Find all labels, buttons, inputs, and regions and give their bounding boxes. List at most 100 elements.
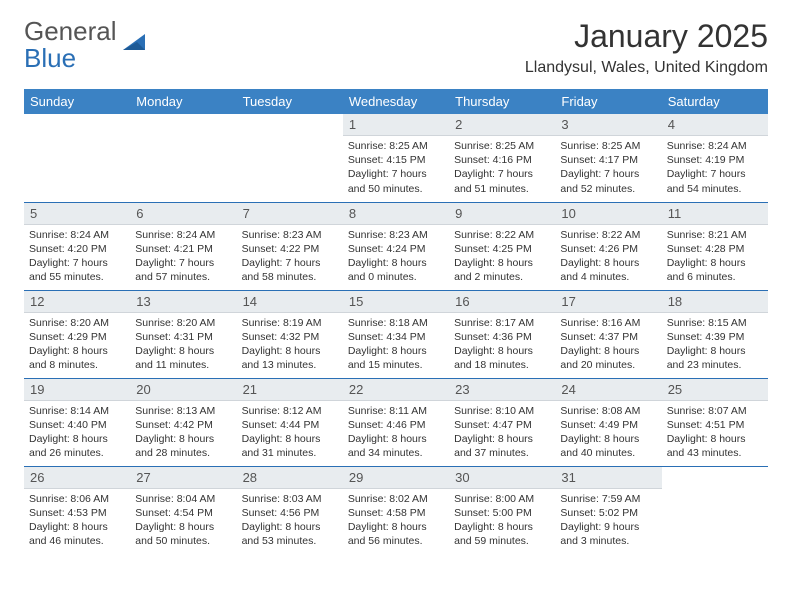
weekday-header: Sunday <box>24 89 130 114</box>
month-title: January 2025 <box>525 18 768 55</box>
weekday-header: Monday <box>130 89 236 114</box>
day-daylight2: and 26 minutes. <box>29 446 125 460</box>
day-sunset: Sunset: 4:29 PM <box>29 330 125 344</box>
calendar-day-cell: 17Sunrise: 8:16 AMSunset: 4:37 PMDayligh… <box>555 290 661 378</box>
day-daylight2: and 31 minutes. <box>242 446 338 460</box>
calendar-day-cell: 28Sunrise: 8:03 AMSunset: 4:56 PMDayligh… <box>237 466 343 554</box>
day-sunset: Sunset: 4:28 PM <box>667 242 763 256</box>
day-details: Sunrise: 8:11 AMSunset: 4:46 PMDaylight:… <box>343 401 449 464</box>
day-number: 24 <box>555 379 661 401</box>
day-sunrise: Sunrise: 8:00 AM <box>454 492 550 506</box>
day-sunrise: Sunrise: 8:24 AM <box>29 228 125 242</box>
day-sunrise: Sunrise: 8:18 AM <box>348 316 444 330</box>
day-number: 7 <box>237 203 343 225</box>
day-details: Sunrise: 8:16 AMSunset: 4:37 PMDaylight:… <box>555 313 661 376</box>
day-number: 6 <box>130 203 236 225</box>
day-sunrise: Sunrise: 8:08 AM <box>560 404 656 418</box>
calendar-day-cell: 20Sunrise: 8:13 AMSunset: 4:42 PMDayligh… <box>130 378 236 466</box>
day-daylight1: Daylight: 9 hours <box>560 520 656 534</box>
location-text: Llandysul, Wales, United Kingdom <box>525 59 768 77</box>
day-sunset: Sunset: 4:51 PM <box>667 418 763 432</box>
day-daylight1: Daylight: 8 hours <box>348 344 444 358</box>
day-sunset: Sunset: 4:34 PM <box>348 330 444 344</box>
day-details: Sunrise: 8:10 AMSunset: 4:47 PMDaylight:… <box>449 401 555 464</box>
day-daylight1: Daylight: 8 hours <box>348 432 444 446</box>
logo-text-blue: Blue <box>24 43 76 73</box>
day-details: Sunrise: 8:18 AMSunset: 4:34 PMDaylight:… <box>343 313 449 376</box>
calendar-day-cell: 29Sunrise: 8:02 AMSunset: 4:58 PMDayligh… <box>343 466 449 554</box>
day-daylight2: and 0 minutes. <box>348 270 444 284</box>
calendar-day-cell: 1Sunrise: 8:25 AMSunset: 4:15 PMDaylight… <box>343 114 449 202</box>
day-sunrise: Sunrise: 8:11 AM <box>348 404 444 418</box>
calendar-day-cell: 12Sunrise: 8:20 AMSunset: 4:29 PMDayligh… <box>24 290 130 378</box>
calendar-day-cell: 23Sunrise: 8:10 AMSunset: 4:47 PMDayligh… <box>449 378 555 466</box>
day-sunset: Sunset: 4:58 PM <box>348 506 444 520</box>
calendar-day-cell <box>24 114 130 202</box>
calendar-week-row: 12Sunrise: 8:20 AMSunset: 4:29 PMDayligh… <box>24 290 768 378</box>
day-sunset: Sunset: 4:15 PM <box>348 153 444 167</box>
page: General Blue January 2025 Llandysul, Wal… <box>0 0 792 572</box>
day-number: 9 <box>449 203 555 225</box>
calendar-day-cell <box>662 466 768 554</box>
day-details: Sunrise: 8:25 AMSunset: 4:15 PMDaylight:… <box>343 136 449 199</box>
day-details: Sunrise: 8:23 AMSunset: 4:22 PMDaylight:… <box>237 225 343 288</box>
day-sunset: Sunset: 4:47 PM <box>454 418 550 432</box>
day-number: 5 <box>24 203 130 225</box>
day-sunset: Sunset: 5:00 PM <box>454 506 550 520</box>
day-daylight2: and 15 minutes. <box>348 358 444 372</box>
day-details: Sunrise: 8:07 AMSunset: 4:51 PMDaylight:… <box>662 401 768 464</box>
weekday-header: Thursday <box>449 89 555 114</box>
day-daylight1: Daylight: 8 hours <box>454 432 550 446</box>
day-daylight2: and 46 minutes. <box>29 534 125 548</box>
calendar-day-cell: 25Sunrise: 8:07 AMSunset: 4:51 PMDayligh… <box>662 378 768 466</box>
day-details: Sunrise: 8:00 AMSunset: 5:00 PMDaylight:… <box>449 489 555 552</box>
day-number: 25 <box>662 379 768 401</box>
day-daylight1: Daylight: 8 hours <box>560 256 656 270</box>
day-number: 21 <box>237 379 343 401</box>
logo-text-general: General <box>24 16 117 46</box>
day-sunset: Sunset: 4:26 PM <box>560 242 656 256</box>
day-details: Sunrise: 8:03 AMSunset: 4:56 PMDaylight:… <box>237 489 343 552</box>
day-details: Sunrise: 8:23 AMSunset: 4:24 PMDaylight:… <box>343 225 449 288</box>
day-sunset: Sunset: 4:20 PM <box>29 242 125 256</box>
day-number: 10 <box>555 203 661 225</box>
day-daylight2: and 55 minutes. <box>29 270 125 284</box>
day-number: 23 <box>449 379 555 401</box>
calendar-table: Sunday Monday Tuesday Wednesday Thursday… <box>24 89 768 554</box>
day-sunrise: Sunrise: 8:02 AM <box>348 492 444 506</box>
weekday-header: Friday <box>555 89 661 114</box>
day-details: Sunrise: 8:15 AMSunset: 4:39 PMDaylight:… <box>662 313 768 376</box>
day-daylight2: and 43 minutes. <box>667 446 763 460</box>
day-sunset: Sunset: 4:54 PM <box>135 506 231 520</box>
day-sunrise: Sunrise: 8:20 AM <box>135 316 231 330</box>
day-daylight1: Daylight: 7 hours <box>135 256 231 270</box>
day-number: 8 <box>343 203 449 225</box>
calendar-day-cell: 13Sunrise: 8:20 AMSunset: 4:31 PMDayligh… <box>130 290 236 378</box>
day-daylight1: Daylight: 8 hours <box>29 432 125 446</box>
day-sunset: Sunset: 4:37 PM <box>560 330 656 344</box>
day-daylight1: Daylight: 8 hours <box>135 344 231 358</box>
day-daylight1: Daylight: 8 hours <box>29 344 125 358</box>
day-sunrise: Sunrise: 8:06 AM <box>29 492 125 506</box>
day-sunset: Sunset: 4:40 PM <box>29 418 125 432</box>
day-sunset: Sunset: 5:02 PM <box>560 506 656 520</box>
day-daylight2: and 34 minutes. <box>348 446 444 460</box>
day-details: Sunrise: 8:14 AMSunset: 4:40 PMDaylight:… <box>24 401 130 464</box>
calendar-body: 1Sunrise: 8:25 AMSunset: 4:15 PMDaylight… <box>24 114 768 554</box>
day-number: 30 <box>449 467 555 489</box>
calendar-day-cell: 27Sunrise: 8:04 AMSunset: 4:54 PMDayligh… <box>130 466 236 554</box>
day-sunrise: Sunrise: 7:59 AM <box>560 492 656 506</box>
day-daylight2: and 2 minutes. <box>454 270 550 284</box>
calendar-day-cell <box>130 114 236 202</box>
day-sunrise: Sunrise: 8:15 AM <box>667 316 763 330</box>
calendar-day-cell: 24Sunrise: 8:08 AMSunset: 4:49 PMDayligh… <box>555 378 661 466</box>
day-daylight1: Daylight: 8 hours <box>242 344 338 358</box>
day-details: Sunrise: 8:25 AMSunset: 4:17 PMDaylight:… <box>555 136 661 199</box>
calendar-day-cell: 5Sunrise: 8:24 AMSunset: 4:20 PMDaylight… <box>24 202 130 290</box>
calendar-day-cell: 16Sunrise: 8:17 AMSunset: 4:36 PMDayligh… <box>449 290 555 378</box>
day-daylight1: Daylight: 8 hours <box>667 432 763 446</box>
day-number: 11 <box>662 203 768 225</box>
day-sunset: Sunset: 4:17 PM <box>560 153 656 167</box>
day-daylight2: and 56 minutes. <box>348 534 444 548</box>
day-sunset: Sunset: 4:31 PM <box>135 330 231 344</box>
